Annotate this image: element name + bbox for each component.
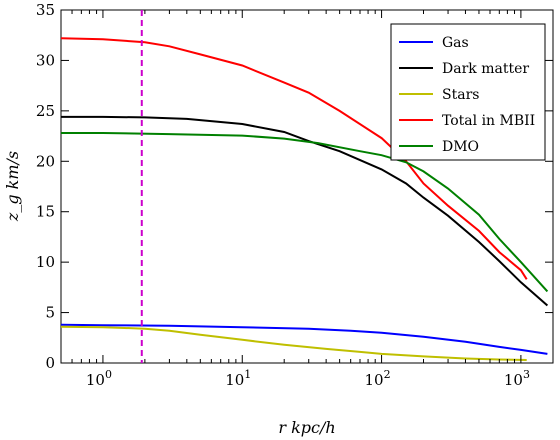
x-tick-label: 103 bbox=[504, 368, 530, 389]
y-tick-label: 25 bbox=[36, 102, 55, 120]
x-tick-label: 101 bbox=[225, 368, 251, 389]
y-tick-label: 20 bbox=[36, 152, 55, 170]
x-tick-label: 100 bbox=[86, 368, 112, 389]
legend-label-2: Stars bbox=[442, 87, 479, 103]
y-tick-label: 10 bbox=[36, 253, 55, 271]
y-tick-label: 0 bbox=[45, 354, 55, 372]
y-tick-label: 35 bbox=[36, 1, 55, 19]
legend-label-1: Dark matter bbox=[442, 61, 529, 77]
legend-label-0: Gas bbox=[442, 35, 469, 51]
y-tick-label: 5 bbox=[45, 304, 55, 322]
legend-label-3: Total in MBII bbox=[442, 113, 535, 129]
y-tick-label: 15 bbox=[36, 203, 55, 221]
y-axis-label: z_g km/s bbox=[3, 151, 22, 222]
legend-label-4: DMO bbox=[442, 139, 479, 155]
x-tick-label: 102 bbox=[365, 368, 391, 389]
y-tick-label: 30 bbox=[36, 51, 55, 69]
legend: Gas Dark matter Stars Total in MBII DMO bbox=[391, 24, 545, 160]
x-axis-label: r kpc/h bbox=[278, 418, 335, 437]
